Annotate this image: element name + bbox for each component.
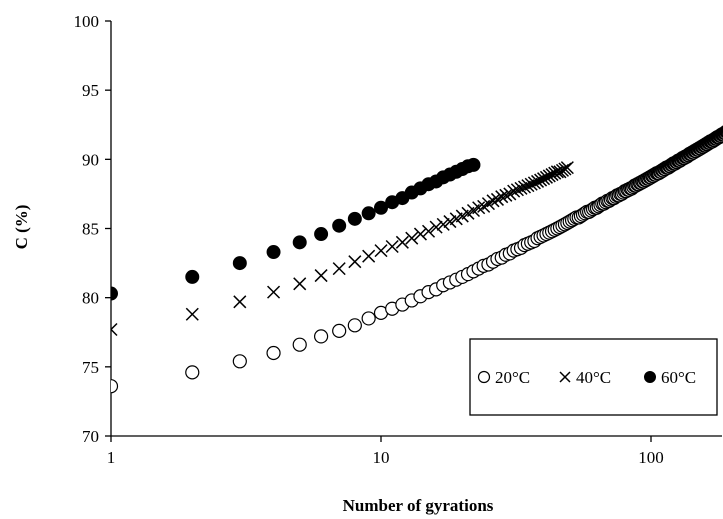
data-point (332, 218, 347, 233)
data-point (385, 239, 399, 254)
data-point (486, 194, 500, 208)
data-point (503, 187, 517, 201)
data-point (436, 217, 450, 231)
data-point (314, 227, 329, 242)
data-point (232, 354, 247, 369)
data-point (361, 206, 376, 221)
data-point (362, 249, 376, 263)
y-tick-label: 80 (82, 289, 99, 308)
data-point (499, 188, 513, 202)
data-point (332, 262, 346, 276)
series-2 (111, 161, 574, 337)
data-point (233, 295, 247, 309)
data-point (266, 345, 281, 361)
y-tick-label: 95 (82, 81, 99, 100)
data-point (111, 379, 119, 394)
data-point (413, 227, 427, 241)
y-tick-label: 85 (82, 220, 99, 239)
data-point (560, 161, 574, 175)
data-point (507, 184, 521, 198)
data-point (232, 256, 247, 271)
y-tick-label: 75 (82, 358, 99, 377)
data-point (550, 165, 564, 179)
series-3 (111, 157, 481, 301)
legend-label: 40°C (576, 368, 611, 387)
data-point (185, 365, 200, 380)
legend: 20°C 40°C 60°C (469, 338, 718, 416)
data-point (429, 220, 443, 234)
data-point (111, 322, 118, 337)
data-point (472, 201, 486, 215)
x-tick-label: 10 (373, 448, 390, 467)
data-point (267, 285, 281, 299)
data-point (347, 318, 362, 333)
data-point (348, 255, 362, 269)
data-point (466, 157, 481, 172)
data-point (521, 179, 535, 193)
data-point (361, 311, 376, 326)
data-point (292, 337, 307, 352)
data-point (332, 323, 347, 338)
legend-label: 20°C (495, 368, 530, 387)
legend-label: 60°C (661, 368, 696, 387)
data-point (347, 211, 362, 226)
data-point (422, 224, 436, 238)
data-point (514, 181, 528, 195)
data-point (517, 180, 532, 194)
y-tick-label: 100 (74, 12, 100, 31)
data-point (185, 269, 200, 284)
legend-marker (559, 371, 571, 383)
data-point (314, 269, 328, 283)
legend-marker (644, 371, 656, 383)
x-tick-label: 100 (638, 448, 664, 467)
data-point (443, 215, 457, 229)
legend-marker (477, 370, 491, 384)
y-tick-label: 90 (82, 150, 99, 169)
x-axis-title: Number of gyrations (343, 496, 494, 515)
data-point (292, 235, 307, 250)
data-point (314, 329, 329, 344)
y-axis-title: C (%) (12, 205, 31, 250)
y-tick-label: 70 (82, 427, 99, 446)
data-point (266, 245, 281, 260)
series-1 (111, 125, 723, 394)
data-point (374, 244, 388, 258)
data-point (548, 166, 562, 180)
data-point (405, 231, 419, 245)
plot-area (111, 125, 723, 394)
data-point (374, 200, 388, 215)
data-point (293, 277, 307, 291)
data-point (395, 235, 409, 249)
axes: 70 75 80 85 90 95 100 1 10 100 (74, 12, 722, 467)
legend-box (469, 338, 718, 416)
x-tick-label: 1 (107, 448, 116, 467)
data-point (185, 307, 199, 321)
data-point (524, 177, 538, 191)
data-point (495, 190, 509, 204)
data-point (111, 286, 118, 301)
data-point (510, 183, 524, 197)
